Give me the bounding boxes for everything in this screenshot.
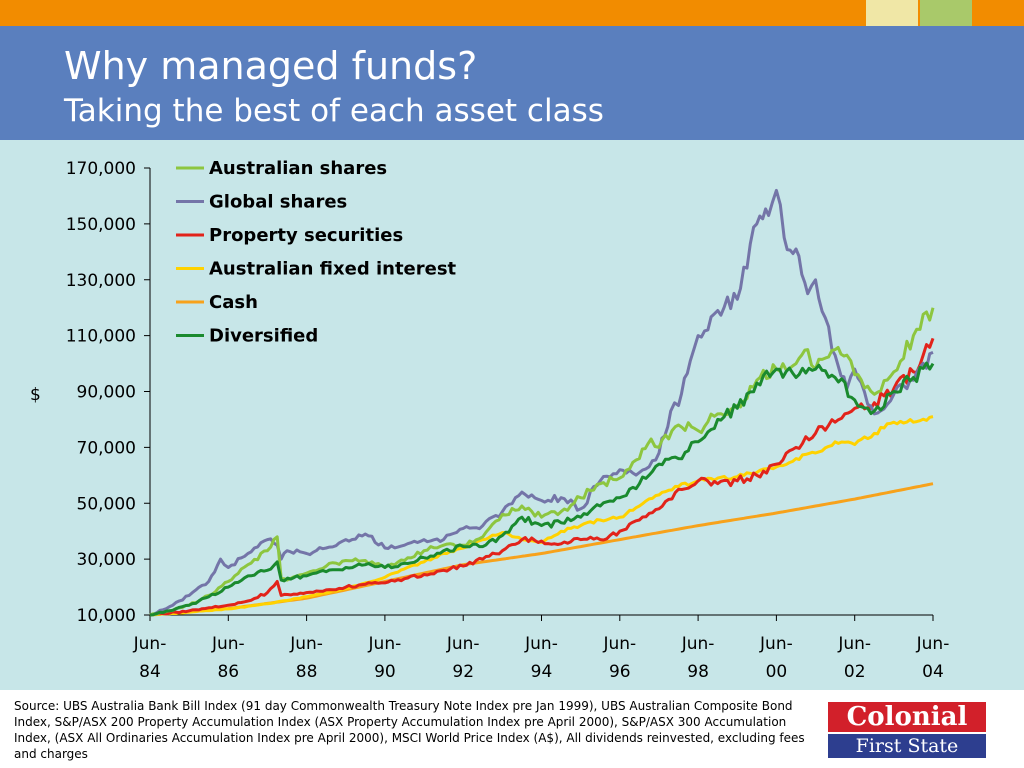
x-tick-label: 90 (374, 662, 396, 682)
y-tick-label: 150,000 (66, 215, 136, 235)
chart-legend: Australian shares Global shares Property s… (176, 158, 457, 347)
legend-label: Australian shares (209, 158, 387, 179)
x-tick-label: Jun- (524, 634, 558, 654)
legend-label: Property securities (209, 225, 403, 246)
title-bar (0, 26, 1024, 140)
x-tick-label: Jun- (133, 634, 167, 654)
x-tick-label: Jun- (211, 634, 245, 654)
chart-lines (149, 188, 935, 617)
chart-ticks: 10,000 30,000 50,000 70,000 90,000 110,000 130… (66, 159, 950, 682)
x-tick-label: Jun- (837, 634, 871, 654)
y-tick-label: 70,000 (77, 438, 136, 458)
accent-box-yellow (866, 0, 918, 26)
chart-area (0, 140, 1024, 690)
x-tick-label: 84 (139, 662, 161, 682)
y-axis-label: $ (30, 385, 41, 405)
legend-label: Diversified (209, 326, 318, 347)
colonial-first-state-logo: Colonial First State (828, 702, 986, 758)
x-tick-label: 94 (531, 662, 553, 682)
y-tick-label: 90,000 (77, 383, 136, 403)
legend-label: Australian fixed interest (209, 259, 457, 280)
series-line-global-shares (149, 188, 934, 617)
x-tick-label: 04 (922, 662, 944, 682)
logo-top-text: Colonial (828, 702, 986, 732)
y-tick-label: 10,000 (77, 606, 136, 626)
series-line-property-securities (149, 337, 935, 617)
y-tick-label: 110,000 (66, 327, 136, 347)
y-tick-label: 30,000 (77, 550, 136, 570)
slide-subtitle: Taking the best of each asset class (64, 93, 604, 129)
x-tick-label: 96 (609, 662, 631, 682)
y-tick-label: 50,000 (77, 494, 136, 514)
y-tick-label: 130,000 (66, 271, 136, 291)
x-tick-label: Jun- (446, 634, 480, 654)
series-line-diversified (149, 361, 935, 617)
source-note: Source: UBS Australia Bank Bill Index (9… (14, 699, 805, 761)
x-tick-label: Jun- (916, 634, 950, 654)
x-tick-label: Jun- (759, 634, 793, 654)
slide-title: Why managed funds? (64, 44, 478, 88)
x-tick-label: 86 (217, 662, 239, 682)
x-tick-label: Jun- (289, 634, 323, 654)
legend-label: Global shares (209, 192, 347, 213)
x-tick-label: 98 (687, 662, 709, 682)
y-tick-label: 170,000 (66, 159, 136, 179)
accent-box-green (920, 0, 972, 26)
logo-bottom-text: First State (828, 734, 986, 758)
top-accent-bar (0, 0, 1024, 26)
x-tick-label: Jun- (368, 634, 402, 654)
x-tick-label: 88 (296, 662, 318, 682)
line-chart: 10,000 30,000 50,000 70,000 90,000 110,000 130… (30, 158, 950, 682)
legend-label: Cash (209, 292, 258, 313)
x-tick-label: Jun- (602, 634, 636, 654)
x-tick-label: 00 (766, 662, 788, 682)
x-tick-label: Jun- (681, 634, 715, 654)
x-tick-label: 92 (452, 662, 474, 682)
x-tick-label: 02 (844, 662, 866, 682)
